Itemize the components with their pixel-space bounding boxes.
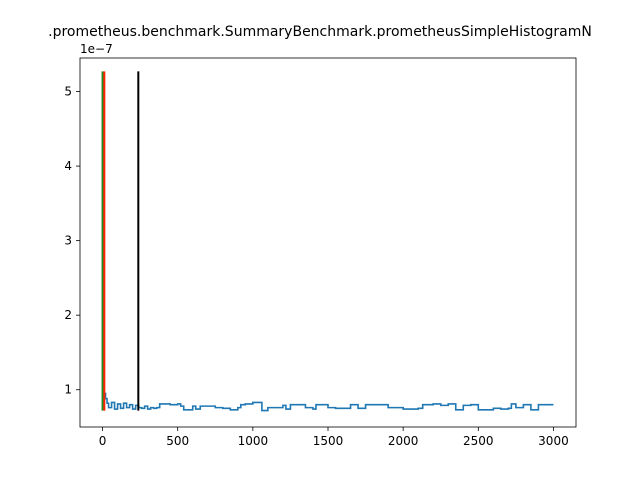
x-tick-label-5: 2500 <box>463 434 494 448</box>
x-tick-label-3: 1500 <box>313 434 344 448</box>
series-line-0 <box>102 75 554 412</box>
y-axis-scale-label: 1e−7 <box>80 42 113 56</box>
chart-title: .prometheus.benchmark.SummaryBenchmark.p… <box>48 24 592 40</box>
y-tick-label-3: 4 <box>64 159 72 173</box>
y-tick-label-2: 3 <box>64 234 72 248</box>
x-tick-label-0: 0 <box>99 434 107 448</box>
x-tick-label-2: 1000 <box>238 434 269 448</box>
y-tick-label-1: 2 <box>64 308 72 322</box>
x-tick-label-6: 3000 <box>538 434 569 448</box>
plot-area: 0 500 1000 1500 2000 2500 3000 1 2 3 4 5 <box>64 57 577 448</box>
x-tick-label-1: 500 <box>166 434 189 448</box>
y-tick-label-4: 5 <box>64 85 72 99</box>
y-tick-label-0: 1 <box>64 383 72 397</box>
x-tick-label-4: 2000 <box>388 434 419 448</box>
axes-frame <box>79 57 577 428</box>
